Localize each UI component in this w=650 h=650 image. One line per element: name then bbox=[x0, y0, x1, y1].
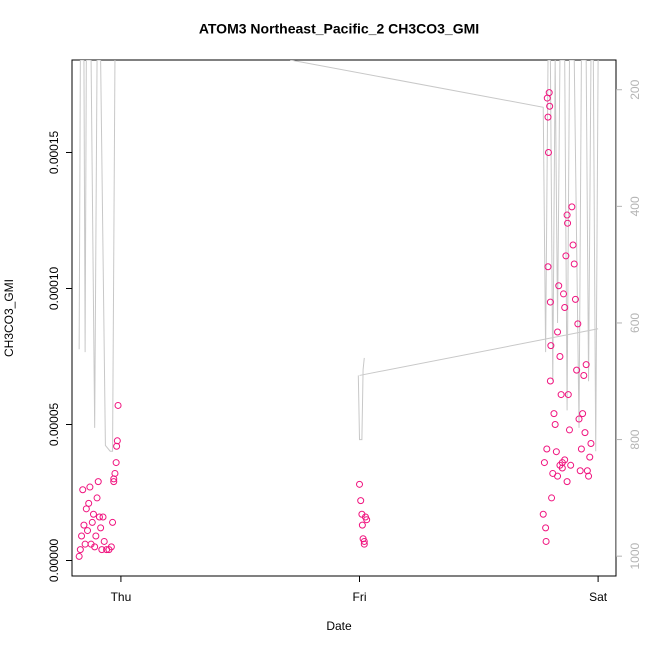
data-point bbox=[573, 366, 581, 374]
y2-tick-label: 400 bbox=[628, 196, 642, 216]
x-tick-label: Thu bbox=[111, 590, 132, 604]
data-point bbox=[85, 499, 93, 507]
data-point bbox=[542, 537, 550, 545]
data-point bbox=[554, 328, 562, 336]
data-point bbox=[548, 494, 556, 502]
data-point bbox=[543, 445, 551, 453]
data-point bbox=[554, 472, 562, 480]
y-axis-label: CH3CO3_GMI bbox=[2, 279, 16, 357]
data-point bbox=[544, 113, 552, 121]
y2-tick-label: 1000 bbox=[628, 543, 642, 570]
data-point bbox=[571, 295, 579, 303]
data-point bbox=[110, 478, 118, 486]
data-point bbox=[97, 524, 105, 532]
data-point bbox=[574, 320, 582, 328]
data-point bbox=[539, 510, 547, 518]
data-point bbox=[113, 437, 121, 445]
data-point bbox=[79, 486, 87, 494]
data-point bbox=[555, 282, 563, 290]
data-point bbox=[568, 203, 576, 211]
pressure-line bbox=[78, 60, 599, 452]
data-point bbox=[357, 497, 365, 505]
y2-tick-label: 200 bbox=[628, 79, 642, 99]
data-point bbox=[579, 410, 587, 418]
y-tick-label: 0.00010 bbox=[47, 266, 61, 310]
y-tick-label: 0.00005 bbox=[47, 402, 61, 446]
data-point bbox=[585, 472, 593, 480]
data-point bbox=[587, 440, 595, 448]
data-point bbox=[582, 361, 590, 369]
data-point bbox=[546, 377, 554, 385]
data-point bbox=[78, 532, 86, 540]
data-point bbox=[99, 513, 107, 521]
data-point bbox=[76, 546, 84, 554]
data-point bbox=[542, 524, 550, 532]
data-point bbox=[545, 89, 553, 97]
data-point bbox=[556, 461, 564, 469]
data-point bbox=[576, 467, 584, 475]
data-point bbox=[540, 459, 548, 467]
data-point bbox=[567, 461, 575, 469]
data-point bbox=[358, 521, 366, 529]
data-point bbox=[556, 352, 564, 360]
data-point bbox=[580, 372, 588, 380]
y2-tick-label: 800 bbox=[628, 429, 642, 449]
data-point bbox=[109, 518, 117, 526]
data-point bbox=[552, 448, 560, 456]
data-point bbox=[546, 102, 554, 110]
data-point bbox=[80, 521, 88, 529]
data-point bbox=[94, 478, 102, 486]
data-point bbox=[563, 211, 571, 219]
data-point bbox=[89, 510, 97, 518]
data-point bbox=[92, 532, 100, 540]
data-point bbox=[557, 391, 565, 399]
data-point bbox=[550, 410, 558, 418]
data-point bbox=[360, 537, 368, 545]
data-point bbox=[547, 342, 555, 350]
data-point bbox=[100, 537, 108, 545]
data-point bbox=[112, 459, 120, 467]
data-point bbox=[363, 516, 371, 524]
data-point bbox=[564, 219, 572, 227]
data-point bbox=[546, 298, 554, 306]
data-point bbox=[565, 426, 573, 434]
y-tick-label: 0.00015 bbox=[47, 130, 61, 174]
data-point bbox=[577, 445, 585, 453]
data-point bbox=[114, 401, 122, 409]
data-point bbox=[544, 263, 552, 271]
data-point bbox=[356, 480, 364, 488]
data-point bbox=[561, 456, 569, 464]
data-point bbox=[98, 546, 106, 554]
data-point bbox=[86, 483, 94, 491]
data-point bbox=[563, 478, 571, 486]
data-point bbox=[93, 494, 101, 502]
data-point bbox=[551, 420, 559, 428]
data-point bbox=[564, 391, 572, 399]
x-tick-label: Sat bbox=[589, 590, 608, 604]
chart-title: ATOM3 Northeast_Pacific_2 CH3CO3_GMI bbox=[199, 21, 479, 37]
data-point bbox=[560, 290, 568, 298]
y-tick-label: 0.00000 bbox=[47, 538, 61, 582]
data-point bbox=[110, 475, 118, 483]
data-point bbox=[91, 543, 99, 551]
data-point bbox=[581, 429, 589, 437]
data-point bbox=[107, 543, 115, 551]
data-point bbox=[544, 148, 552, 156]
data-point bbox=[95, 513, 103, 521]
data-point bbox=[88, 518, 96, 526]
data-point bbox=[569, 241, 577, 249]
data-point bbox=[575, 415, 583, 423]
data-point bbox=[75, 552, 83, 560]
x-tick-label: Fri bbox=[353, 590, 367, 604]
data-point bbox=[570, 260, 578, 268]
data-point bbox=[84, 527, 92, 535]
data-point bbox=[360, 540, 368, 548]
x-axis-label: Date bbox=[326, 619, 352, 633]
data-point bbox=[562, 252, 570, 260]
data-point bbox=[586, 453, 594, 461]
data-point bbox=[561, 304, 569, 312]
y2-tick-label: 600 bbox=[628, 313, 642, 333]
